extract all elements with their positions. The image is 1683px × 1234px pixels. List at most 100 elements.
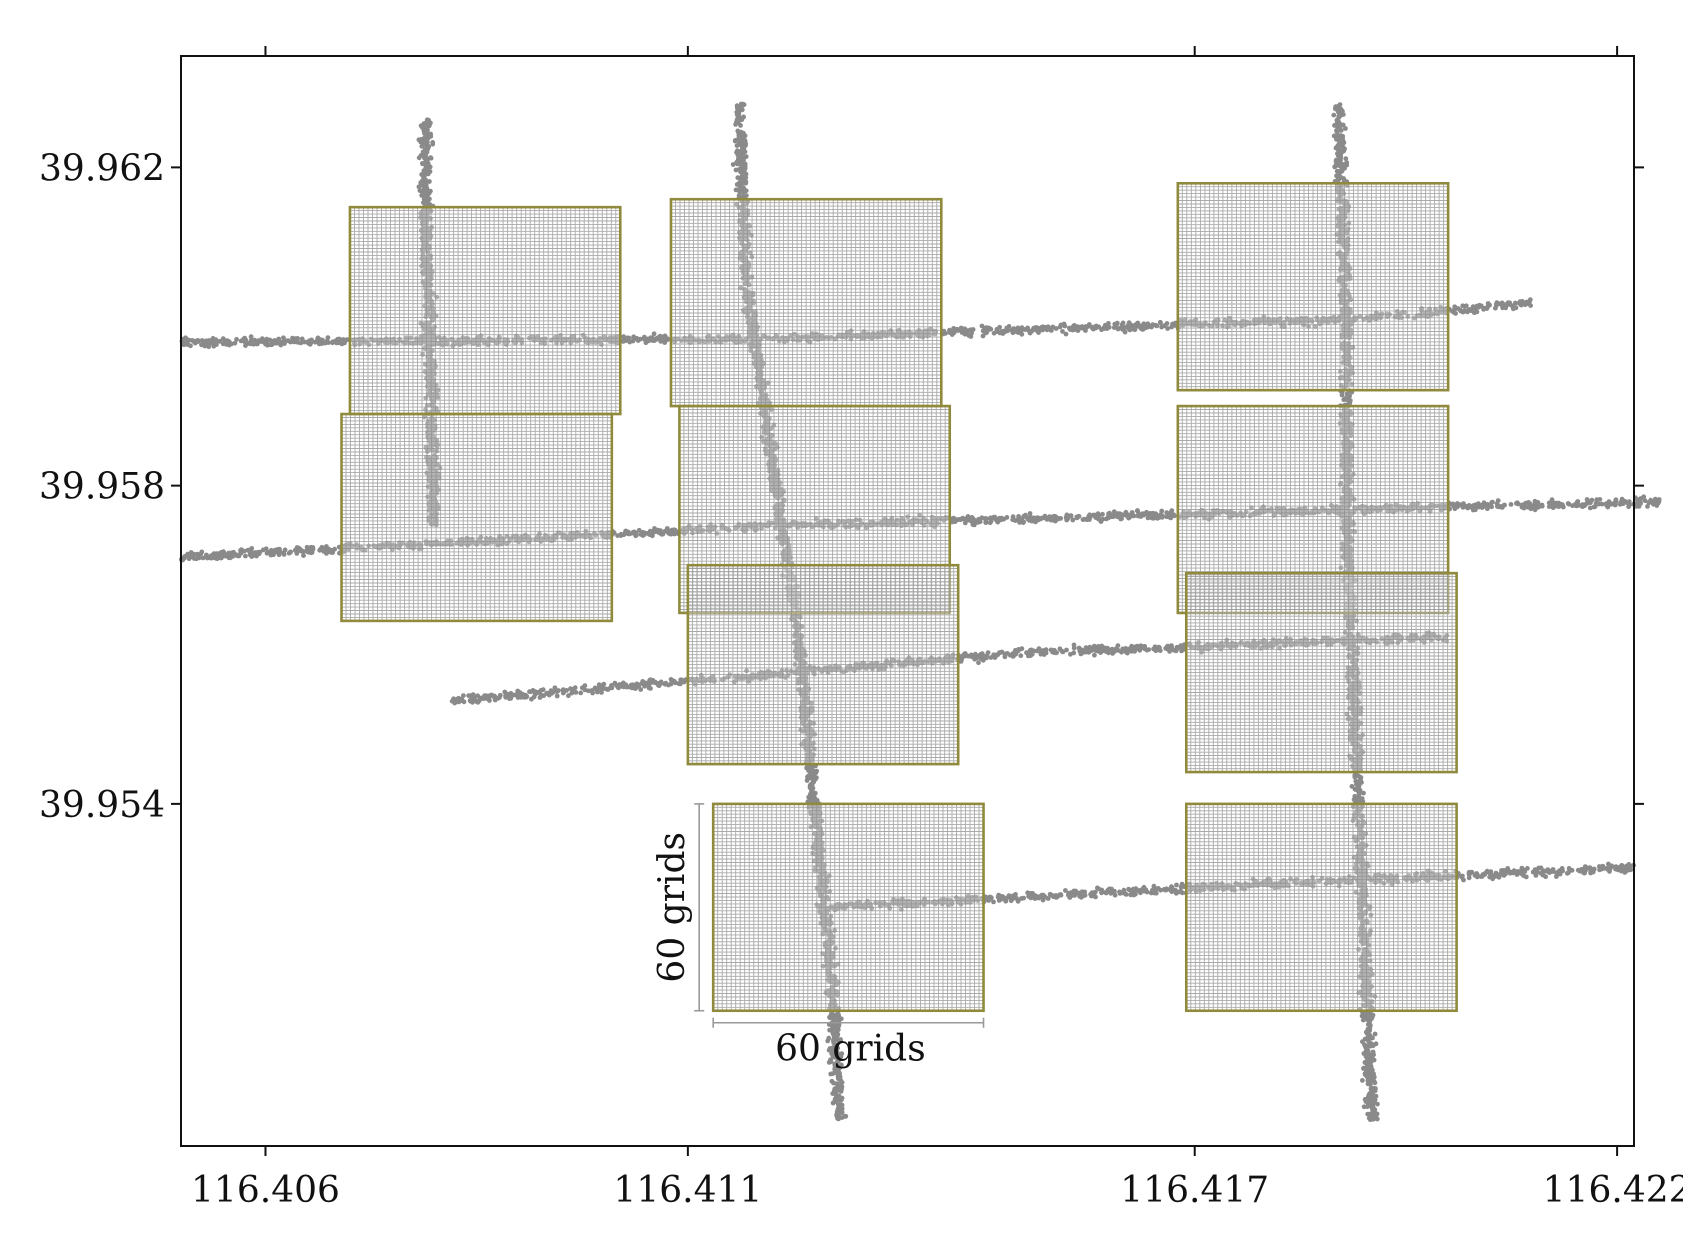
trajectory-point (1036, 330, 1041, 335)
trajectory-point (1337, 144, 1342, 150)
trajectory-point (968, 327, 973, 333)
trajectory-point (325, 335, 331, 340)
trajectory-point (1099, 327, 1104, 333)
trajectory-point (1341, 397, 1347, 403)
trajectory-point (1025, 327, 1031, 333)
trajectory-point (835, 1058, 841, 1064)
trajectory-point (1334, 117, 1340, 123)
trajectory-point (1363, 1016, 1369, 1022)
trajectory-point (1001, 329, 1006, 334)
trajectory-point (1158, 320, 1163, 326)
trajectory-point (1369, 1016, 1374, 1022)
trajectory-point (267, 337, 273, 343)
trajectory-point (836, 1074, 842, 1080)
trajectory-point (184, 339, 190, 345)
trajectory-point (1355, 787, 1360, 793)
trajectory-point (951, 330, 957, 336)
trajectory-point (1031, 326, 1037, 332)
trajectory-point (830, 991, 836, 997)
trajectory-point (1365, 1066, 1371, 1071)
trajectory-point (424, 201, 430, 207)
trajectory-point (808, 792, 814, 797)
trajectory-point (421, 121, 427, 126)
trajectory-point (831, 1048, 837, 1053)
trajectory-point (1366, 1073, 1371, 1078)
trajectory-point (315, 335, 321, 341)
trajectory-point (426, 502, 432, 507)
trajectory-point (991, 330, 997, 336)
trajectory-point (255, 339, 261, 344)
trajectory-point (742, 165, 748, 171)
trajectory-point (248, 339, 254, 345)
trajectory-point (634, 336, 640, 341)
trajectory-point (1338, 106, 1344, 112)
trajectory-point (1372, 1097, 1378, 1103)
trajectory-point (1127, 327, 1133, 333)
trajectory-point (426, 144, 432, 150)
trajectory-point (743, 171, 749, 177)
trajectory-point (810, 772, 816, 778)
trajectory-point (833, 1090, 839, 1095)
trajectory-point (1344, 391, 1350, 397)
trajectory-point (816, 841, 822, 846)
trajectory-point (293, 336, 298, 342)
trajectory-point (747, 250, 753, 256)
trajectory-point (419, 182, 425, 188)
trajectory-point (735, 105, 741, 111)
trajectory-point (651, 331, 657, 337)
trajectory-point (644, 338, 650, 343)
trajectory-point (206, 341, 212, 347)
trajectory-point (837, 1084, 843, 1089)
trajectory-point (422, 193, 428, 198)
trajectory-point (1339, 474, 1345, 480)
trajectory-point (835, 1069, 841, 1074)
trajectory-point (222, 338, 228, 344)
trajectory-point (201, 339, 207, 344)
trajectory-point (1015, 330, 1021, 335)
trajectory-point (835, 1102, 841, 1108)
trajectory-point (760, 438, 766, 444)
trajectory-point (422, 169, 428, 175)
trajectory-point (811, 752, 816, 758)
trajectory-point (1331, 112, 1337, 118)
trajectory-point (1337, 113, 1343, 119)
trajectory-point (966, 333, 972, 338)
trajectory-point (1365, 1034, 1371, 1040)
trajectory-point (307, 341, 313, 347)
trajectory-point (1149, 324, 1154, 330)
trajectory-point (1137, 324, 1143, 330)
trajectory-point (1060, 329, 1065, 334)
trajectory-point (830, 1028, 836, 1034)
trajectory-point (827, 1015, 833, 1021)
trajectory-point (262, 340, 268, 346)
trajectory-point (763, 392, 769, 398)
trajectory-point (1338, 154, 1343, 160)
trajectory-point (838, 1097, 844, 1103)
trajectory-point (1366, 1042, 1371, 1048)
trajectory-point (739, 158, 745, 164)
trajectory-point (339, 341, 345, 347)
trajectory-point (1338, 148, 1344, 154)
trajectory-point (1169, 324, 1175, 330)
trajectory-point (1361, 1051, 1367, 1056)
trajectory-point (192, 338, 198, 344)
trajectory-point (741, 114, 746, 120)
trajectory-point (428, 155, 433, 161)
trajectory-point (1105, 324, 1111, 330)
trajectory-point (769, 465, 774, 470)
trajectory-point (288, 339, 293, 345)
trajectory-point (1153, 322, 1159, 328)
trajectory-point (827, 928, 833, 934)
trajectory-point (835, 1113, 841, 1119)
trajectory-point (1367, 1100, 1373, 1105)
trajectory-point (421, 200, 426, 206)
trajectory-point (742, 138, 748, 144)
trajectory-point (811, 815, 817, 821)
trajectory-point (302, 339, 307, 345)
trajectory-point (423, 124, 429, 130)
trajectory-point (838, 1089, 844, 1094)
trajectory-point (416, 137, 422, 143)
trajectory-point (839, 1102, 845, 1108)
trajectory-point (238, 338, 244, 344)
trajectory-point (1044, 327, 1050, 333)
